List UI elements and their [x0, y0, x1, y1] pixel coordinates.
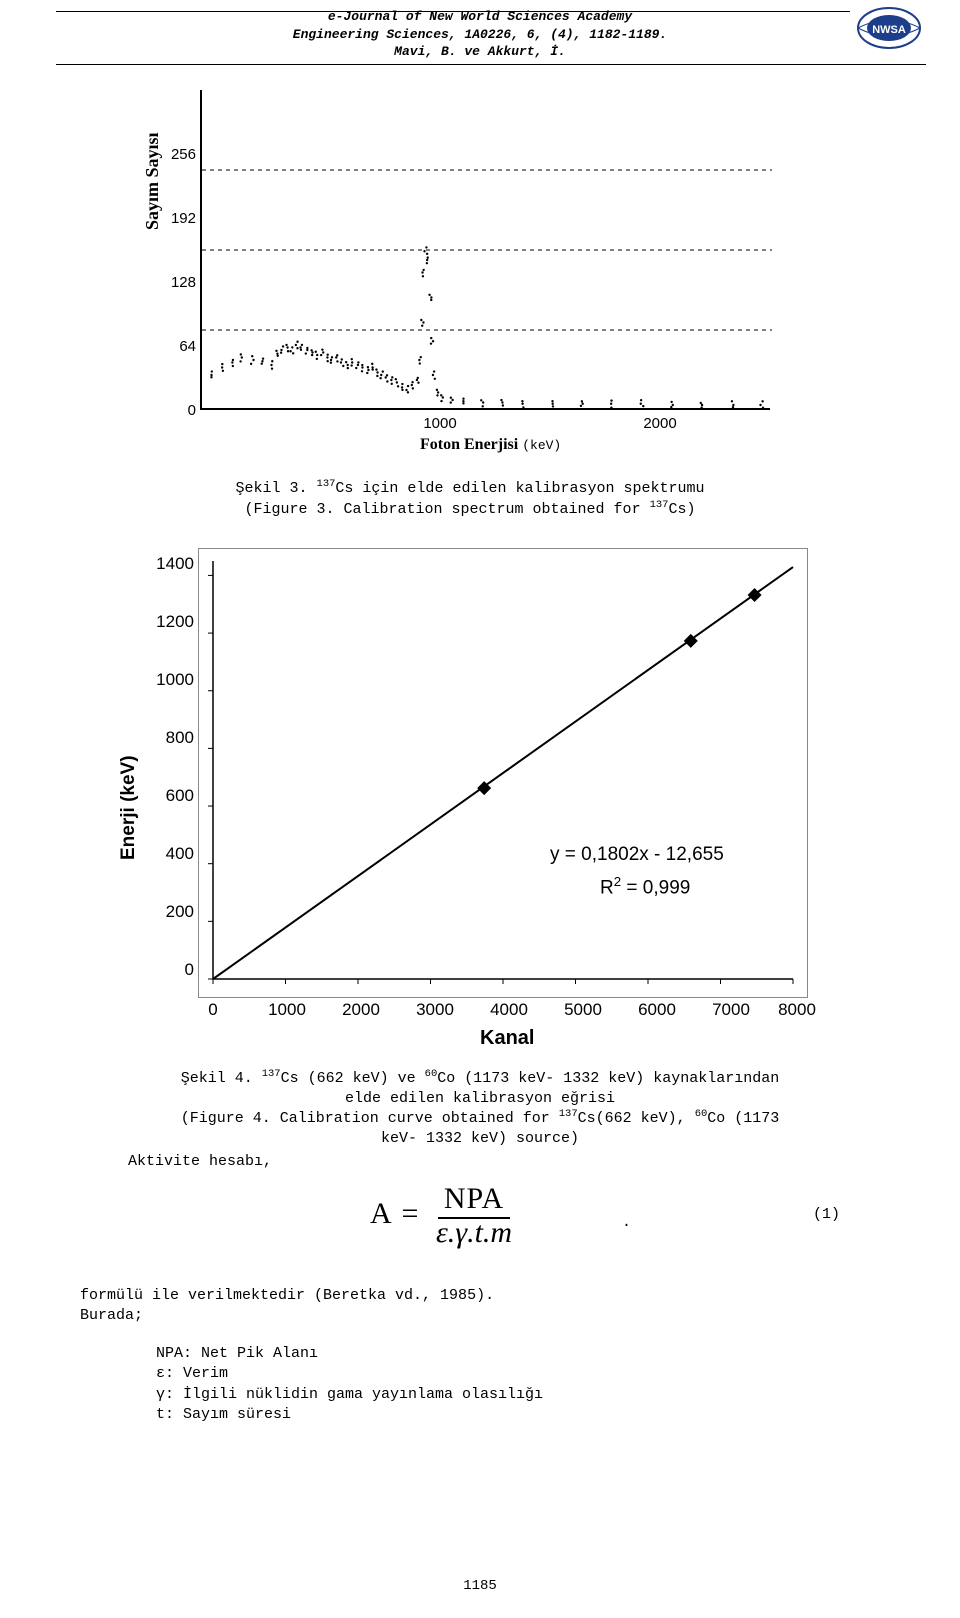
fig2-xtick: 8000	[772, 1000, 822, 1020]
aktivite-label: Aktivite hesabı,	[128, 1153, 272, 1170]
list-item: ε: Verim	[156, 1364, 543, 1384]
list-item: t: Sayım süresi	[156, 1405, 543, 1425]
cap2-text: Co (1173 keV- 1332 keV) kaynaklarından	[437, 1070, 779, 1087]
page-number: 1185	[0, 1578, 960, 1594]
eq-rest: .t.m	[467, 1216, 512, 1249]
fig2-ytick: 400	[152, 844, 194, 864]
fig2-ytick: 600	[152, 786, 194, 806]
fig2-xtick: 5000	[558, 1000, 608, 1020]
fig2-xtick: 1000	[262, 1000, 312, 1020]
cap1-text: Cs)	[668, 501, 695, 518]
nwsa-logo: NWSA	[856, 6, 922, 50]
fig2-xtick: 6000	[632, 1000, 682, 1020]
cap1-sup: 137	[650, 499, 669, 511]
fig2-xtick: 0	[188, 1000, 238, 1020]
fig2-ytick: 200	[152, 902, 194, 922]
formula-text: formülü ile verilmektedir (Beretka vd., …	[80, 1286, 494, 1306]
cap2-text: Co (1173	[707, 1110, 779, 1127]
fig2-ytick: 1200	[152, 612, 194, 632]
definitions-list: NPA: Net Pik Alanı ε: Verim γ: İlgili nü…	[156, 1344, 543, 1425]
cap2-text: elde edilen kalibrasyon eğrisi	[345, 1090, 615, 1107]
fig1-yaxis-label: Sayım Sayısı	[142, 132, 163, 230]
fig2-ytick: 0	[152, 960, 194, 980]
header-line-2: Engineering Sciences, 1A0226, 6, (4), 11…	[293, 27, 667, 42]
header-rule	[56, 64, 926, 65]
fig1-ytick: 256	[166, 146, 196, 163]
cap2-text: Şekil 4.	[181, 1070, 262, 1087]
list-item: γ: İlgili nüklidin gama yayınlama olasıl…	[156, 1385, 543, 1405]
cap2-sup: 137	[262, 1068, 281, 1080]
eq-gamma: γ	[455, 1216, 467, 1249]
fig1-xaxis-text: Foton Enerjisi	[420, 436, 518, 453]
figure-1: Sayım Sayısı 0 64 128 192 256 1000 2000 …	[120, 90, 820, 460]
eq-equals: =	[402, 1197, 419, 1230]
cap2-sup: 60	[425, 1068, 438, 1080]
fig2-xtick: 2000	[336, 1000, 386, 1020]
header-line-1: e-Journal of New World Sciences Academy	[328, 9, 632, 24]
fig2-xtick: 3000	[410, 1000, 460, 1020]
list-item: NPA: Net Pik Alanı	[156, 1344, 543, 1364]
fig2-xaxis-label: Kanal	[480, 1027, 534, 1050]
fig2-ytick: 800	[152, 728, 194, 748]
eq-lhs: A	[370, 1197, 390, 1230]
cap2-text: (Figure 4. Calibration curve obtained fo…	[181, 1110, 559, 1127]
fig2-xtick: 4000	[484, 1000, 534, 1020]
equation-body: A = NPA ε.γ.t.m	[370, 1182, 512, 1250]
burada-label: Burada;	[80, 1306, 143, 1326]
fig2-regression-eq: y = 0,1802x - 12,655	[550, 844, 724, 866]
eq-period: .	[622, 1214, 631, 1231]
svg-text:NWSA: NWSA	[872, 24, 906, 36]
fig1-ytick: 0	[166, 402, 196, 419]
cap2-sup: 60	[695, 1108, 708, 1120]
figure-2-caption: Şekil 4. 137Cs (662 keV) ve 60Co (1173 k…	[80, 1068, 880, 1148]
cap2-sup: 137	[559, 1108, 578, 1120]
cap1-sup: 137	[317, 478, 336, 490]
fig1-xtick: 1000	[415, 415, 465, 432]
fig1-ytick: 128	[166, 274, 196, 291]
equation-1: A = NPA ε.γ.t.m . (1)	[0, 1182, 960, 1254]
fig1-xaxis-label: Foton Enerjisi (keV)	[420, 436, 561, 454]
running-header: e-Journal of New World Sciences Academy …	[80, 8, 880, 61]
cap2-text: Cs (662 keV) ve	[281, 1070, 425, 1087]
figure-1-caption: Şekil 3. 137Cs için elde edilen kalibras…	[120, 478, 820, 519]
cap1-text: Şekil 3.	[236, 480, 317, 497]
fig1-ytick: 192	[166, 210, 196, 227]
fig2-svg	[199, 549, 807, 997]
fig1-xtick: 2000	[635, 415, 685, 432]
fig2-r-squared: R2 = 0,999	[600, 874, 690, 899]
fig1-svg	[202, 90, 772, 410]
r2-pre: R	[600, 877, 614, 898]
r2-post: = 0,999	[621, 877, 690, 898]
cap2-text: Cs(662 keV),	[578, 1110, 695, 1127]
equation-number: (1)	[813, 1206, 840, 1223]
cap1-text: (Figure 3. Calibration spectrum obtained…	[245, 501, 650, 518]
eq-denominator: ε.γ.t.m	[436, 1214, 512, 1249]
fig2-yaxis-label: Enerji (keV)	[118, 755, 140, 860]
cap2-text: keV- 1332 keV) source)	[381, 1130, 579, 1147]
fig1-xaxis-unit: (keV)	[522, 438, 561, 453]
eq-eps: ε	[436, 1216, 448, 1249]
fig2-ytick: 1000	[152, 670, 194, 690]
header-line-3: Mavi, B. ve Akkurt, İ.	[394, 44, 566, 59]
cap1-text: Cs için elde edilen kalibrasyon spektrum…	[335, 480, 704, 497]
fig2-ytick: 1400	[152, 554, 194, 574]
fig1-ytick: 64	[166, 338, 196, 355]
eq-fraction: NPA ε.γ.t.m	[436, 1182, 512, 1250]
fig2-plot-border	[198, 548, 808, 998]
fig2-xtick: 7000	[706, 1000, 756, 1020]
figure-2: Enerji (keV) 0 200 400 600 800 1000 1200…	[110, 540, 830, 1050]
fig1-plot-area	[200, 90, 770, 410]
